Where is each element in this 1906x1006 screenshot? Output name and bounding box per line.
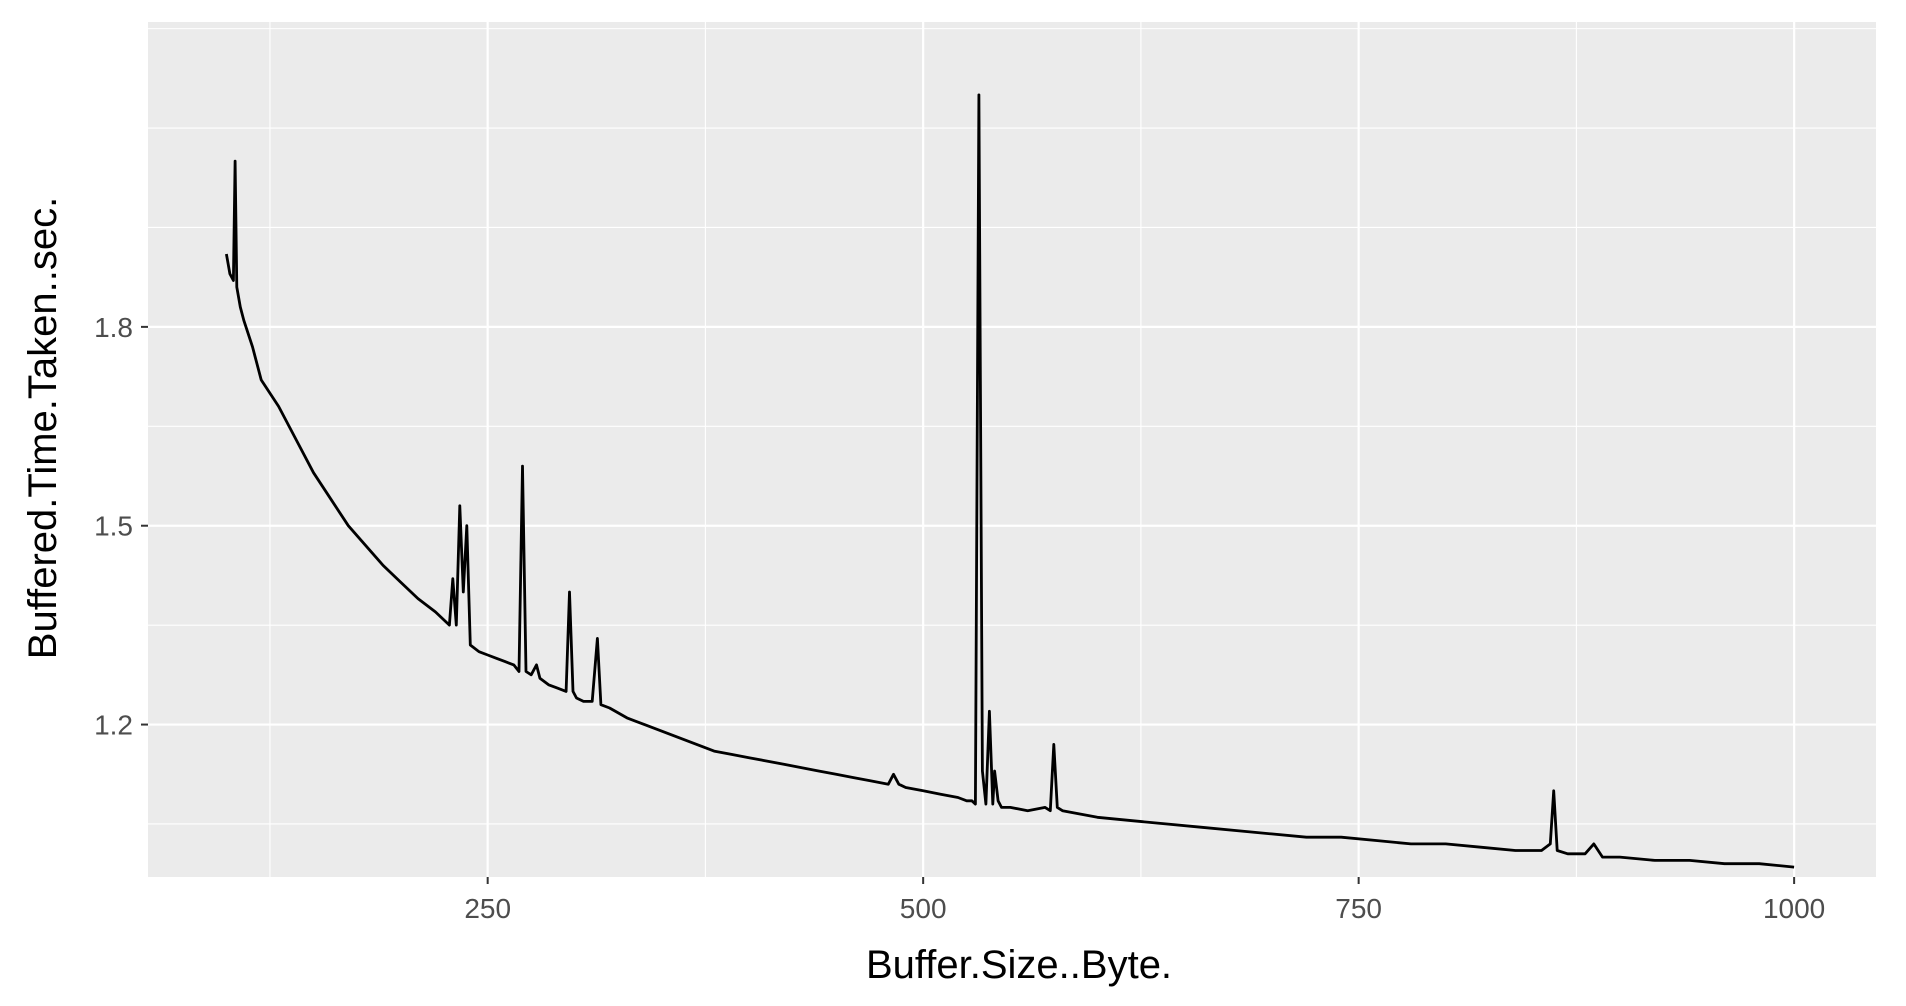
x-tick-label: 1000 bbox=[1763, 893, 1825, 924]
y-tick-label: 1.8 bbox=[94, 312, 133, 343]
y-axis-title: Buffered.Time.Taken..sec. bbox=[21, 197, 65, 659]
x-tick-label: 250 bbox=[464, 893, 511, 924]
x-tick-label: 500 bbox=[900, 893, 947, 924]
x-axis-title: Buffer.Size..Byte. bbox=[866, 943, 1172, 987]
y-tick-label: 1.5 bbox=[94, 511, 133, 542]
x-tick-label: 750 bbox=[1335, 893, 1382, 924]
series-line bbox=[225, 93, 1795, 869]
plot-panel bbox=[148, 22, 1876, 877]
y-tick-label: 1.2 bbox=[94, 710, 133, 741]
